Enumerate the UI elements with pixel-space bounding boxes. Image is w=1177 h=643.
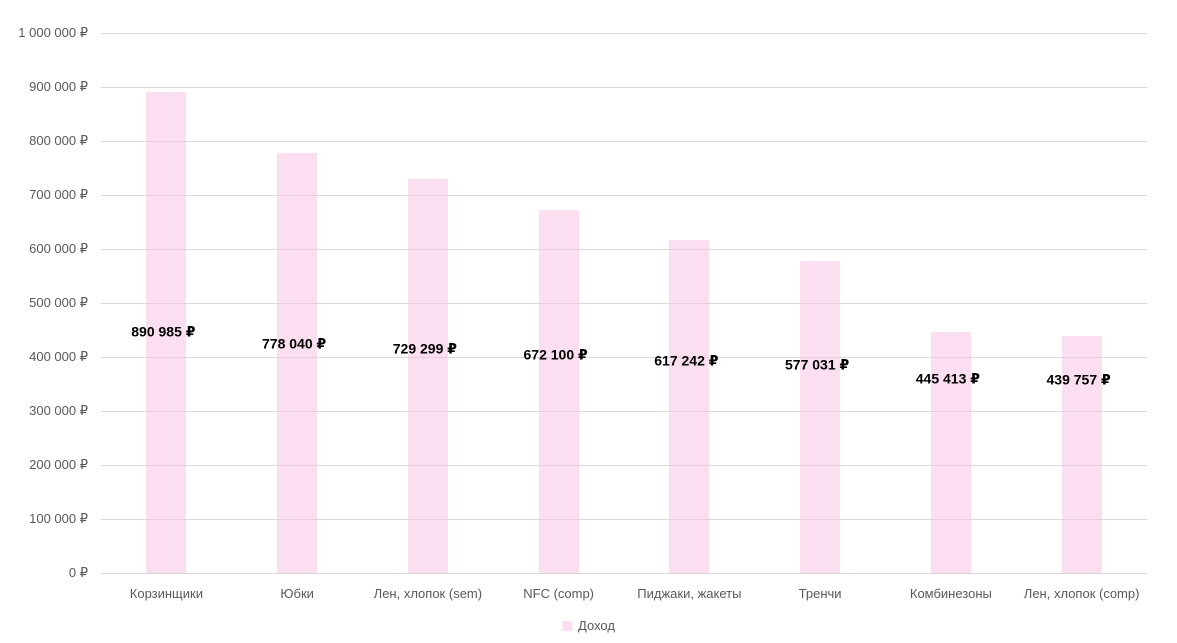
y-axis-tick-label: 700 000 ₽ xyxy=(29,187,88,202)
gridline xyxy=(101,141,1147,142)
y-axis-tick-label: 0 ₽ xyxy=(68,565,88,580)
y-axis-tick-label: 300 000 ₽ xyxy=(29,403,88,418)
bar-value-label: 439 757 ₽ xyxy=(1046,371,1111,388)
bar-value-label: 890 985 ₽ xyxy=(131,323,196,340)
y-axis-tick-label: 500 000 ₽ xyxy=(29,295,88,310)
gridline xyxy=(101,573,1147,574)
y-axis-tick-label: 400 000 ₽ xyxy=(29,349,88,364)
bar[interactable] xyxy=(277,152,318,573)
gridline xyxy=(101,411,1147,412)
bar-value-label: 672 100 ₽ xyxy=(523,346,588,363)
x-axis-category-label: Корзинщики xyxy=(129,586,203,601)
y-axis-tick-label: 900 000 ₽ xyxy=(29,79,88,94)
x-axis-category-label: Лен, хлопок (comp) xyxy=(1023,586,1140,601)
gridline xyxy=(101,357,1147,358)
x-axis-category-label: Лен, хлопок (sem) xyxy=(373,586,483,601)
x-axis-category-label: Тренчи xyxy=(798,586,842,601)
gridline xyxy=(101,303,1147,304)
y-axis-tick-label: 100 000 ₽ xyxy=(29,511,88,526)
bar[interactable] xyxy=(1061,335,1102,573)
bar-value-label: 617 242 ₽ xyxy=(654,352,719,369)
bar[interactable] xyxy=(538,210,579,573)
x-axis-category-label: NFC (comp) xyxy=(523,586,595,601)
y-axis-tick-label: 600 000 ₽ xyxy=(29,241,88,256)
bar-value-label: 577 031 ₽ xyxy=(785,356,850,373)
x-axis-category-label: Юбки xyxy=(280,586,314,601)
bar[interactable] xyxy=(669,239,710,573)
gridline xyxy=(101,87,1147,88)
bar-value-label: 729 299 ₽ xyxy=(392,340,457,357)
y-axis-tick-label: 1 000 000 ₽ xyxy=(18,25,88,40)
bar[interactable] xyxy=(800,261,841,573)
bar-value-label: 445 413 ₽ xyxy=(915,370,980,387)
bar[interactable] xyxy=(146,91,187,573)
legend-label: Доход xyxy=(578,618,615,633)
x-axis-category-label: Комбинезоны xyxy=(909,586,992,601)
y-axis-tick-label: 800 000 ₽ xyxy=(29,133,88,148)
gridline xyxy=(101,195,1147,196)
x-axis-category-label: Пиджаки, жакеты xyxy=(637,586,742,601)
bar[interactable] xyxy=(930,332,971,573)
bar-value-label: 778 040 ₽ xyxy=(262,335,327,352)
gridline xyxy=(101,465,1147,466)
bar[interactable] xyxy=(407,179,448,573)
gridline xyxy=(101,249,1147,250)
legend-item-income[interactable]: Доход xyxy=(562,618,615,633)
gridline xyxy=(101,519,1147,520)
y-axis-tick-label: 200 000 ₽ xyxy=(29,457,88,472)
gridline xyxy=(101,33,1147,34)
legend-swatch-icon xyxy=(562,620,573,631)
